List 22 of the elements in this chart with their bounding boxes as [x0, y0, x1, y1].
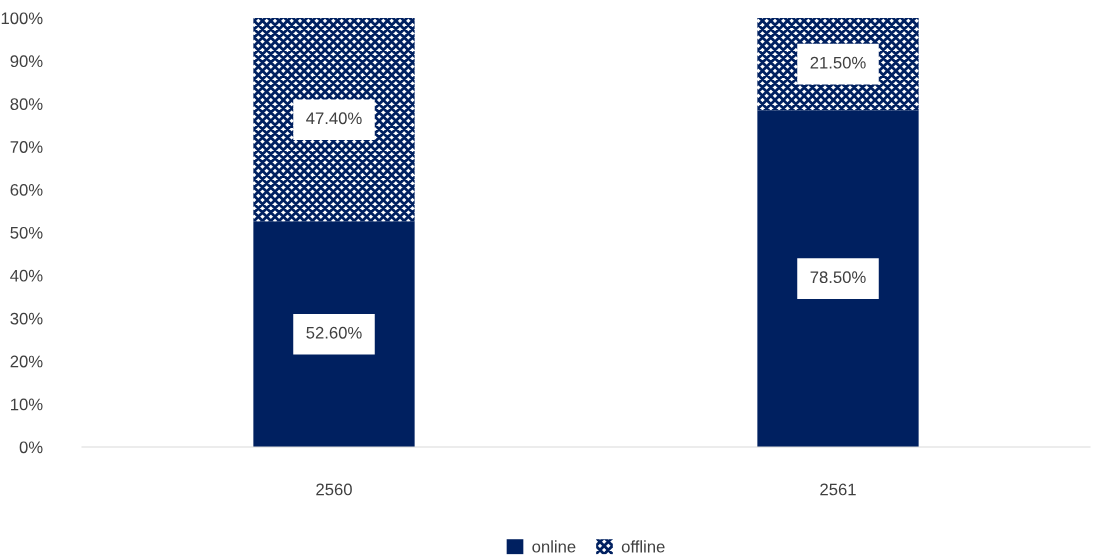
bar: [253, 221, 415, 447]
bar: [757, 110, 919, 447]
data-label: 52.60%: [306, 326, 362, 339]
y-tick-label: 70%: [10, 141, 43, 153]
data-label: 47.40%: [306, 112, 362, 125]
data-label: 21.50%: [810, 56, 866, 69]
legend-label: online: [532, 540, 576, 553]
x-tick-label: 2561: [820, 483, 856, 496]
y-tick-label: 90%: [10, 55, 43, 68]
y-tick-label: 80%: [10, 98, 43, 110]
y-tick-label: 0%: [19, 441, 43, 454]
y-tick-label: 10%: [11, 398, 43, 411]
data-label: 78.50%: [810, 271, 866, 284]
legend-label: offline: [621, 540, 665, 553]
x-tick-label: 2560: [316, 483, 352, 496]
y-tick-label: 100%: [1, 12, 43, 25]
y-tick-label: 60%: [10, 184, 43, 196]
bar: [253, 18, 415, 222]
y-tick-label: 20%: [10, 355, 43, 368]
y-tick-label: 30%: [10, 312, 43, 325]
y-tick-label: 40%: [10, 269, 43, 282]
y-tick-label: 50%: [10, 226, 43, 239]
